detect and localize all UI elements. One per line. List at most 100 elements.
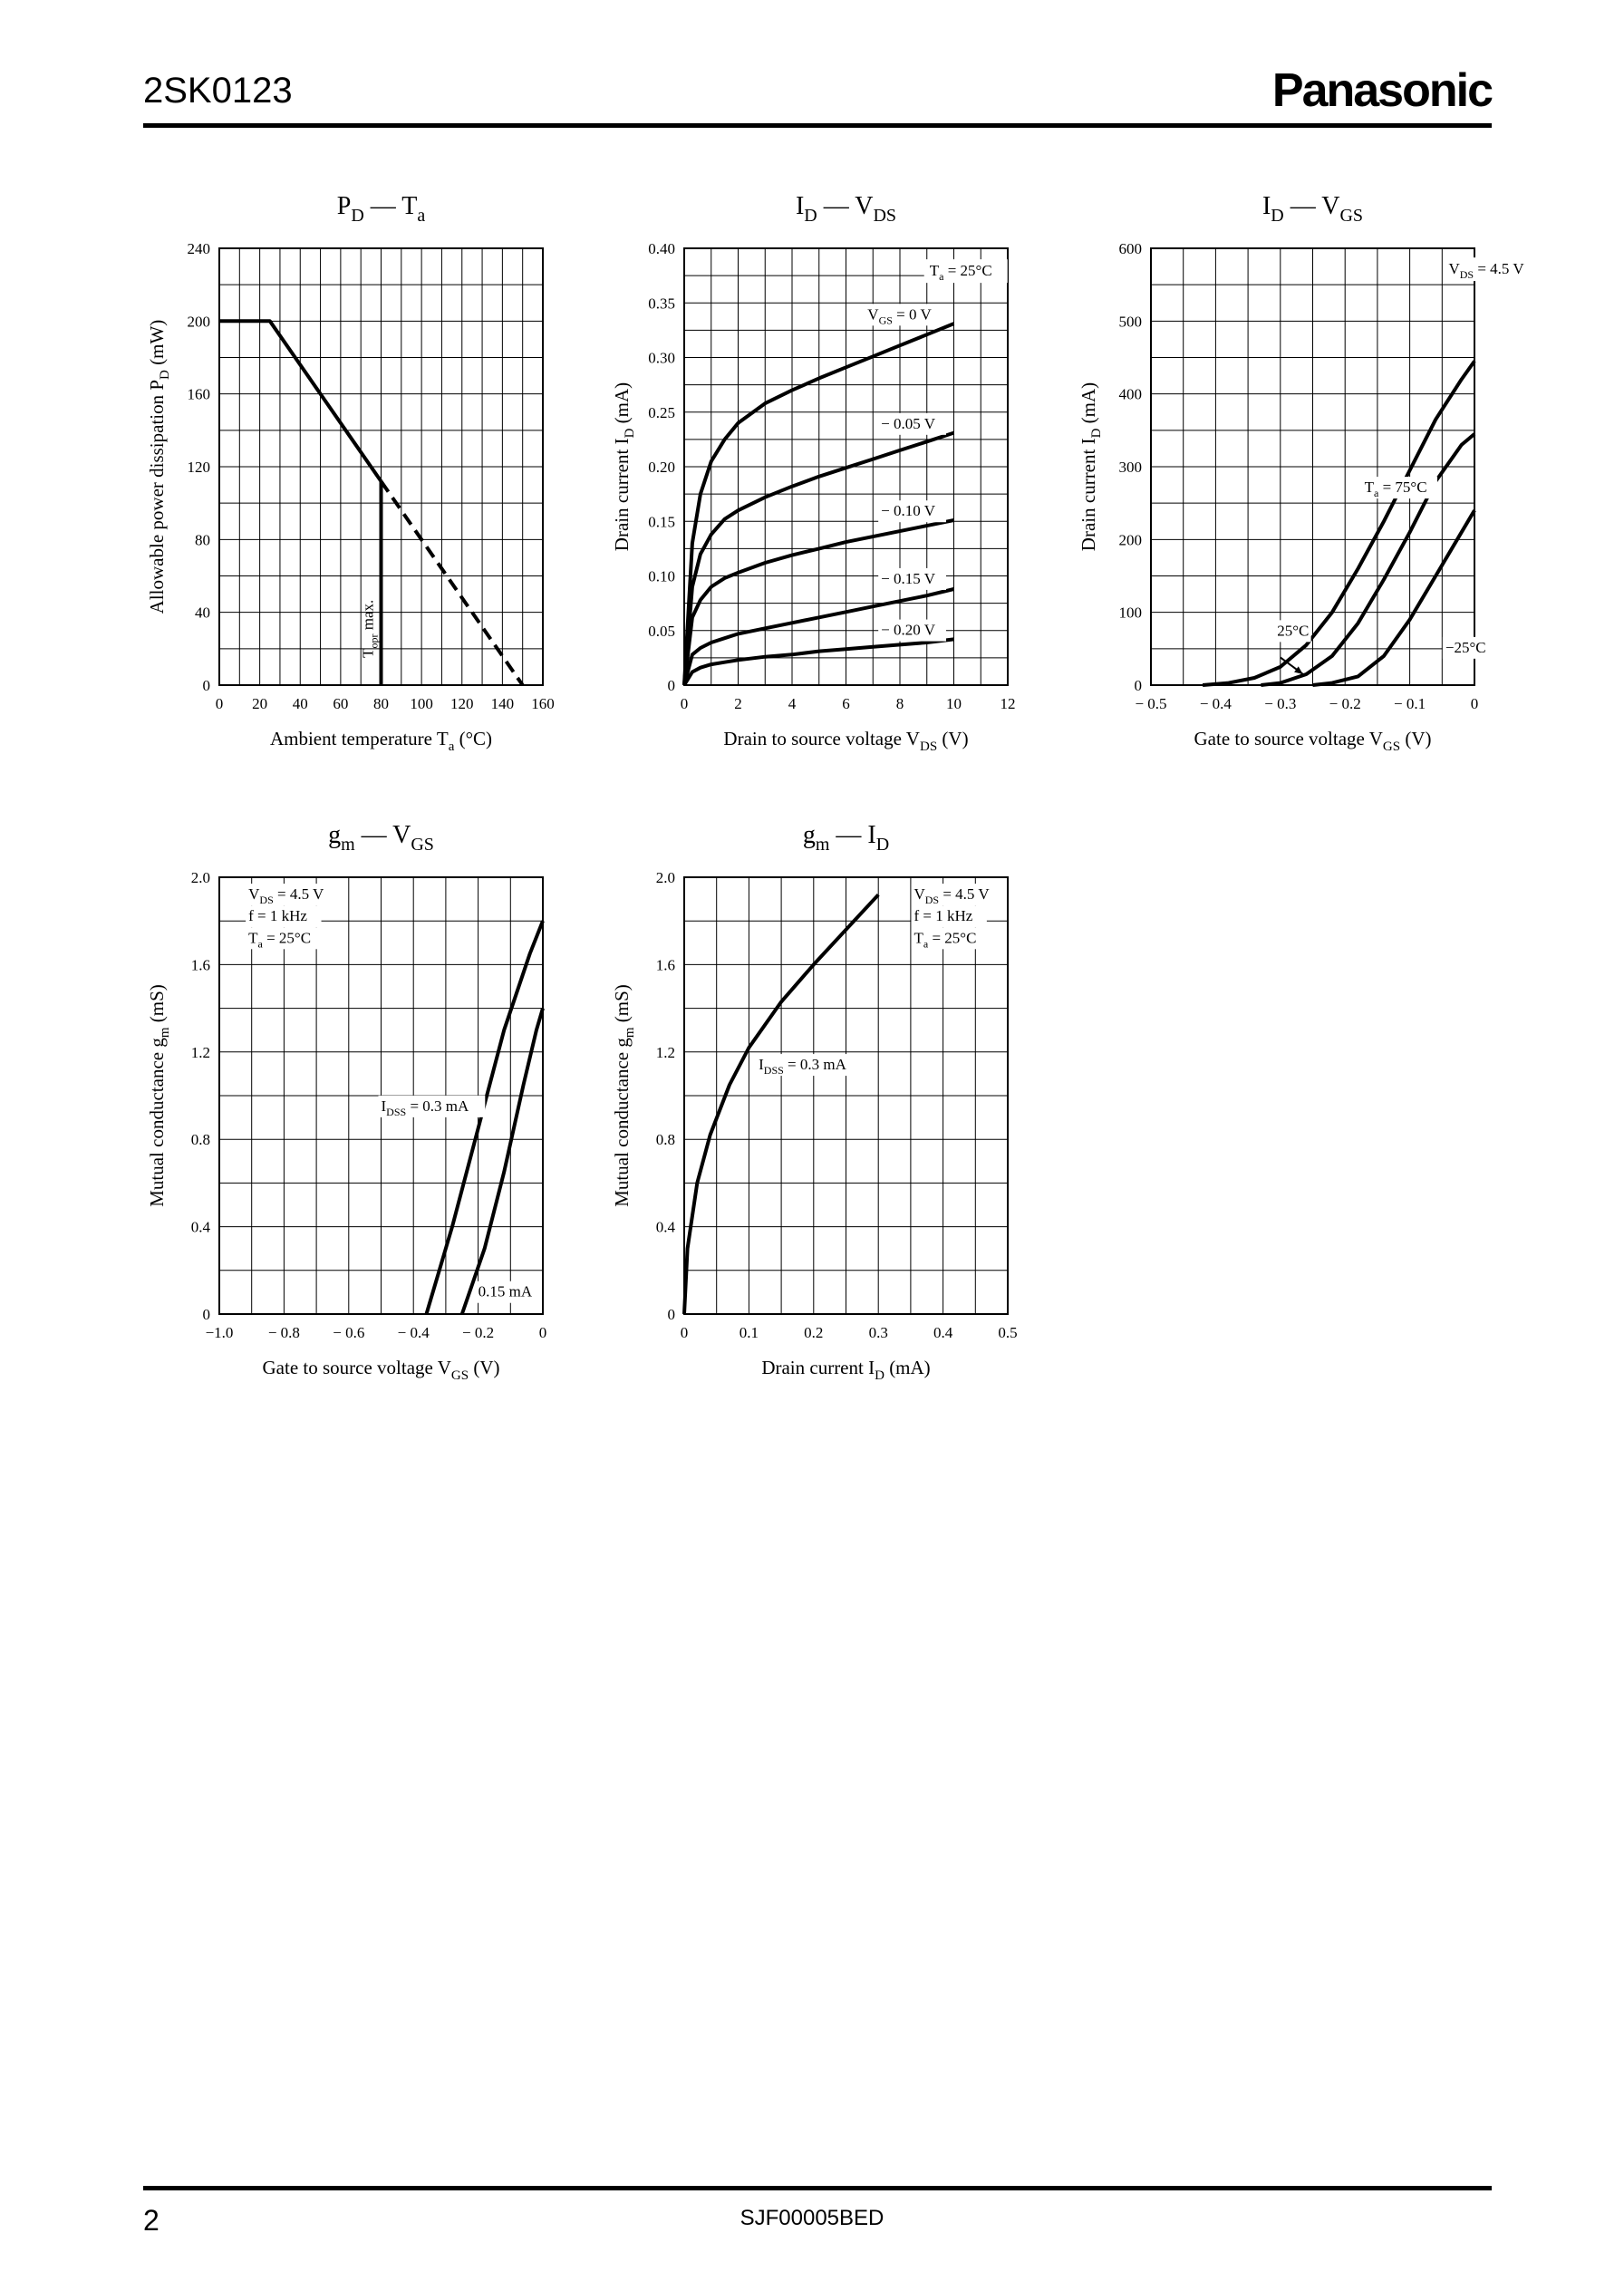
chart-title: gm — VGS — [328, 821, 434, 855]
annotation-label: Ta = 25°C — [914, 929, 976, 950]
x-tick-label: − 0.3 — [1264, 695, 1296, 712]
annotation-label: − 0.05 V — [881, 415, 936, 432]
x-tick-label: − 0.2 — [462, 1324, 494, 1341]
annotation-label: IDSS = 0.3 mA — [759, 1056, 846, 1077]
x-tick-label: 120 — [450, 695, 474, 712]
y-tick-label: 0.35 — [648, 295, 675, 312]
x-axis-label: Gate to source voltage VGS (V) — [263, 1357, 500, 1383]
series-line — [219, 319, 383, 483]
x-tick-label: 10 — [946, 695, 962, 712]
annotation-box — [911, 927, 987, 950]
annotation-box — [1361, 477, 1438, 499]
x-tick-label: 6 — [842, 695, 850, 712]
y-tick-label: 1.6 — [656, 956, 675, 973]
y-axis-label: Allowable power dissipation PD (mW) — [146, 320, 172, 614]
chart-pd-ta: 0 20 40 60 80 100 120 140 160 0 40 80 120 160 200 240 PD… — [146, 192, 555, 754]
x-tick-label: 40 — [293, 695, 308, 712]
annotation-label: 0.15 mA — [478, 1283, 533, 1300]
y-tick-label: 600 — [1119, 240, 1143, 257]
annotation-box — [246, 927, 322, 950]
annotation-box — [911, 905, 987, 928]
series-line — [682, 430, 955, 686]
chart-gm-vgs: −1.0 − 0.8 − 0.6 − 0.4 − 0.2 0 0 0.4 0.8 1.2 1.6 2.… — [146, 821, 546, 1383]
chart-title: gm — ID — [803, 821, 889, 855]
x-tick-label: −1.0 — [206, 1324, 234, 1341]
x-tick-label: − 0.6 — [333, 1324, 364, 1341]
series-line — [459, 1008, 545, 1315]
x-tick-label: 20 — [252, 695, 267, 712]
y-axis-label: Drain current ID (mA) — [611, 382, 637, 551]
y-tick-label: 160 — [188, 386, 211, 403]
y-tick-label: 200 — [1119, 531, 1143, 548]
y-tick-label: 0 — [203, 677, 211, 694]
x-tick-label: 0.3 — [869, 1324, 888, 1341]
plot-frame — [683, 247, 1009, 686]
series-line — [682, 518, 954, 686]
y-tick-label: 0 — [668, 677, 676, 694]
chart-title: ID — VDS — [796, 192, 896, 226]
annotation-box — [878, 567, 946, 590]
y-tick-label: 0.4 — [191, 1219, 211, 1236]
annotation-box — [878, 500, 946, 523]
x-tick-label: 0 — [681, 1324, 689, 1341]
annotation-box — [246, 905, 322, 928]
annotation-label: VDS = 4.5 V — [248, 885, 324, 906]
series-line — [1261, 432, 1476, 687]
x-tick-label: 2 — [734, 695, 742, 712]
x-tick-label: 100 — [410, 695, 433, 712]
y-tick-label: 300 — [1119, 459, 1143, 476]
x-tick-label: 0 — [216, 695, 224, 712]
y-tick-label: 0.4 — [656, 1219, 676, 1236]
x-tick-label: − 0.2 — [1329, 695, 1361, 712]
y-tick-label: 1.2 — [656, 1044, 675, 1061]
footer-rule — [143, 2186, 1492, 2190]
annotation-box — [1442, 636, 1487, 659]
annotation-label: − 0.10 V — [881, 502, 936, 519]
annotation-box — [246, 884, 337, 906]
annotation-label: − 0.15 V — [881, 570, 936, 587]
annotation-box — [878, 619, 946, 642]
y-tick-label: 0.10 — [648, 568, 675, 585]
annotation-label: Ta = 25°C — [248, 929, 311, 950]
annotation-label: IDSS = 0.3 mA — [382, 1097, 469, 1118]
x-tick-label: 0.4 — [933, 1324, 953, 1341]
y-tick-label: 0.30 — [648, 350, 675, 367]
annotation-box — [911, 884, 1003, 906]
annotation-label: Ta = 75°C — [1365, 478, 1427, 499]
chart-gm-id: 0 0.1 0.2 0.3 0.4 0.5 0 0.4 0.8 1.2 1.6 2.0 gm — ID D… — [611, 821, 1018, 1383]
annotation-label: VGS = 0 V — [867, 305, 932, 326]
annotation-label: Topr max. — [360, 600, 381, 658]
x-tick-label: 0 — [1471, 695, 1479, 712]
series-line — [682, 322, 955, 686]
part-number: 2SK0123 — [143, 71, 293, 111]
y-tick-label: 100 — [1119, 604, 1143, 622]
x-tick-label: − 0.4 — [1200, 695, 1232, 712]
annotation-box — [756, 1054, 863, 1077]
y-tick-label: 0.20 — [648, 459, 675, 476]
annotation-box — [378, 1095, 486, 1117]
document-code: SJF00005BED — [740, 2206, 884, 2230]
annotation-label: −25°C — [1445, 639, 1486, 656]
annotation-arrowhead — [1294, 666, 1303, 674]
y-tick-label: 240 — [188, 240, 211, 257]
series-line — [682, 637, 954, 687]
x-axis-label: Drain current ID (mA) — [761, 1357, 930, 1383]
x-tick-label: − 0.1 — [1394, 695, 1426, 712]
y-tick-label: 0.40 — [648, 240, 675, 257]
plot-frame — [218, 876, 544, 1315]
annotation-label: VDS = 4.5 V — [914, 885, 990, 906]
y-tick-label: 0.8 — [191, 1131, 210, 1148]
chart-id-vds: 0 2 4 6 8 10 12 0 0.05 0.10 0.15 0.20 0.25 0.30 0.35 0.… — [611, 192, 1016, 754]
series-line — [682, 893, 880, 1315]
annotation-box — [1274, 620, 1311, 643]
y-tick-label: 0 — [668, 1306, 676, 1323]
x-tick-label: 140 — [491, 695, 515, 712]
y-tick-label: 2.0 — [191, 869, 210, 886]
chart-title: ID — VGS — [1262, 192, 1363, 226]
annotation-label: 25°C — [1277, 622, 1309, 639]
x-tick-label: − 0.5 — [1135, 695, 1166, 712]
page-number: 2 — [143, 2204, 160, 2237]
x-tick-label: − 0.8 — [268, 1324, 300, 1341]
x-tick-label: 80 — [373, 695, 389, 712]
x-tick-label: 160 — [531, 695, 555, 712]
